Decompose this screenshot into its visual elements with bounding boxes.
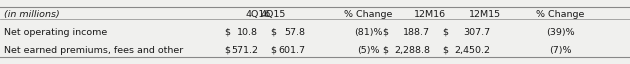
Text: 307.7: 307.7 bbox=[463, 28, 490, 37]
Text: (7)%: (7)% bbox=[549, 46, 571, 55]
Text: 2,288.8: 2,288.8 bbox=[394, 46, 430, 55]
Text: 4Q16: 4Q16 bbox=[245, 10, 271, 19]
Text: (5)%: (5)% bbox=[357, 46, 379, 55]
Text: 4Q15: 4Q15 bbox=[260, 10, 285, 19]
Text: 188.7: 188.7 bbox=[403, 28, 430, 37]
Text: % Change: % Change bbox=[344, 10, 392, 19]
Text: 601.7: 601.7 bbox=[278, 46, 305, 55]
Text: 10.8: 10.8 bbox=[237, 28, 258, 37]
Text: $: $ bbox=[442, 28, 448, 37]
Text: Net operating income: Net operating income bbox=[4, 28, 107, 37]
Text: 57.8: 57.8 bbox=[284, 28, 305, 37]
Text: (81)%: (81)% bbox=[354, 28, 382, 37]
Text: $: $ bbox=[224, 28, 230, 37]
Text: $: $ bbox=[442, 46, 448, 55]
Text: $: $ bbox=[224, 46, 230, 55]
Text: (in millions): (in millions) bbox=[4, 10, 60, 19]
Text: Net earned premiums, fees and other: Net earned premiums, fees and other bbox=[4, 46, 183, 55]
Text: 12M15: 12M15 bbox=[469, 10, 501, 19]
Text: 571.2: 571.2 bbox=[231, 46, 258, 55]
Text: $: $ bbox=[270, 28, 276, 37]
Text: 2,450.2: 2,450.2 bbox=[454, 46, 490, 55]
Text: $: $ bbox=[382, 28, 388, 37]
Text: $: $ bbox=[382, 46, 388, 55]
Text: $: $ bbox=[270, 46, 276, 55]
Text: % Change: % Change bbox=[536, 10, 584, 19]
Text: 12M16: 12M16 bbox=[414, 10, 446, 19]
Text: (39)%: (39)% bbox=[546, 28, 575, 37]
